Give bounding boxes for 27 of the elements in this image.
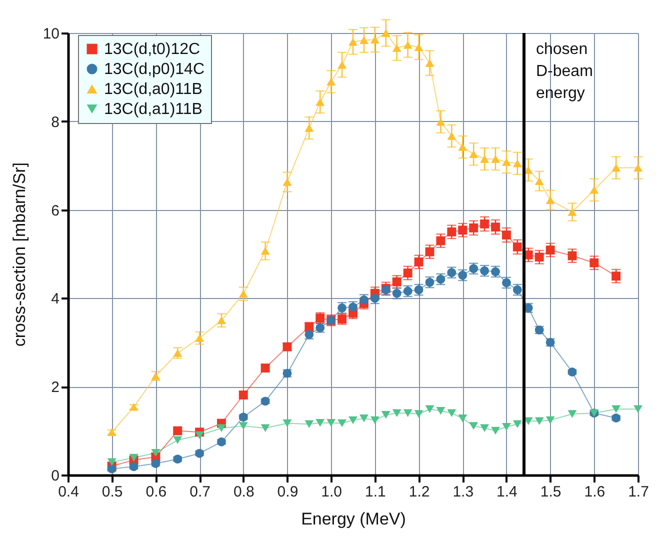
y-tick-label: 2 xyxy=(51,379,60,396)
y-axis-title: cross-section [mbarn/Sr] xyxy=(10,162,29,347)
x-tick-label: 1.3 xyxy=(452,484,474,500)
x-tick-label: 0.5 xyxy=(102,484,123,500)
x-tick-label: 1.7 xyxy=(628,484,649,500)
x-tick-label: 1.1 xyxy=(364,484,386,500)
x-tick-label: 1.4 xyxy=(496,484,518,500)
y-tick-label: 8 xyxy=(51,114,60,131)
y-tick-label: 4 xyxy=(51,290,60,308)
x-tick-label: 0.8 xyxy=(233,484,254,500)
x-tick-label: 0.6 xyxy=(146,484,167,500)
legend-label: 13C(d,t0)12C xyxy=(104,41,200,58)
x-tick-label: 1.2 xyxy=(408,484,430,500)
x-tick-label: 1.0 xyxy=(321,484,342,500)
x-tick-label: 1.6 xyxy=(584,484,606,500)
legend-label: 13C(d,a0)11B xyxy=(104,81,202,98)
x-tick-label: 0.9 xyxy=(277,484,298,500)
y-tick-label: 10 xyxy=(42,26,60,42)
y-tick-label: 6 xyxy=(51,202,60,220)
x-tick-label: 0.7 xyxy=(190,484,210,500)
x-tick-label: 1.5 xyxy=(540,484,562,500)
legend-label: 13C(d,a1)11B xyxy=(104,101,202,118)
x-axis-title: Energy (MeV) xyxy=(301,510,406,528)
x-tick-label: 0.4 xyxy=(58,484,79,500)
legend-label: 13C(d,p0)14C xyxy=(104,61,204,78)
y-tick-label: 0 xyxy=(51,468,60,484)
ref-line-label: chosen D-beam energy xyxy=(536,41,593,102)
